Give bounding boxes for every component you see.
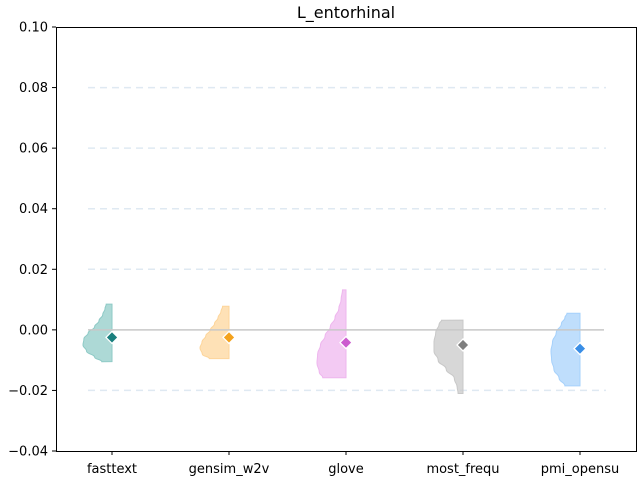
y-tick-label: 0.08 (19, 81, 48, 96)
mean-marker-most_frequ (456, 338, 470, 352)
violin-gensim_w2v (199, 305, 230, 360)
y-tick-label: 0.00 (19, 323, 48, 338)
mean-marker-gensim_w2v (222, 330, 236, 345)
mean-marker-pmi_opensu (573, 341, 587, 356)
x-tick-label: pmi_opensu (541, 462, 619, 477)
mean-marker-glove (339, 335, 353, 350)
violin-pmi_opensu (550, 312, 581, 387)
y-tick-label: 0.04 (19, 202, 48, 217)
violin-most_frequ (433, 319, 464, 395)
y-tick-label: 0.06 (19, 142, 48, 157)
violin-glove (316, 289, 347, 379)
y-tick-label: −0.02 (8, 384, 48, 399)
y-tick-label: 0.02 (19, 263, 48, 278)
x-tick-label: gensim_w2v (189, 462, 270, 477)
plot-frame (56, 27, 637, 452)
plot-area (82, 86, 606, 395)
x-tick-label: most_frequ (426, 462, 499, 477)
y-tick-label: 0.10 (19, 21, 48, 36)
chart-title: L_entorhinal (297, 3, 395, 23)
x-tick-label: glove (328, 462, 364, 477)
mean-marker-fasttext (105, 330, 119, 345)
violin-fasttext (82, 303, 113, 363)
y-tick-label: −0.04 (8, 445, 48, 460)
x-tick-label: fasttext (87, 462, 137, 477)
